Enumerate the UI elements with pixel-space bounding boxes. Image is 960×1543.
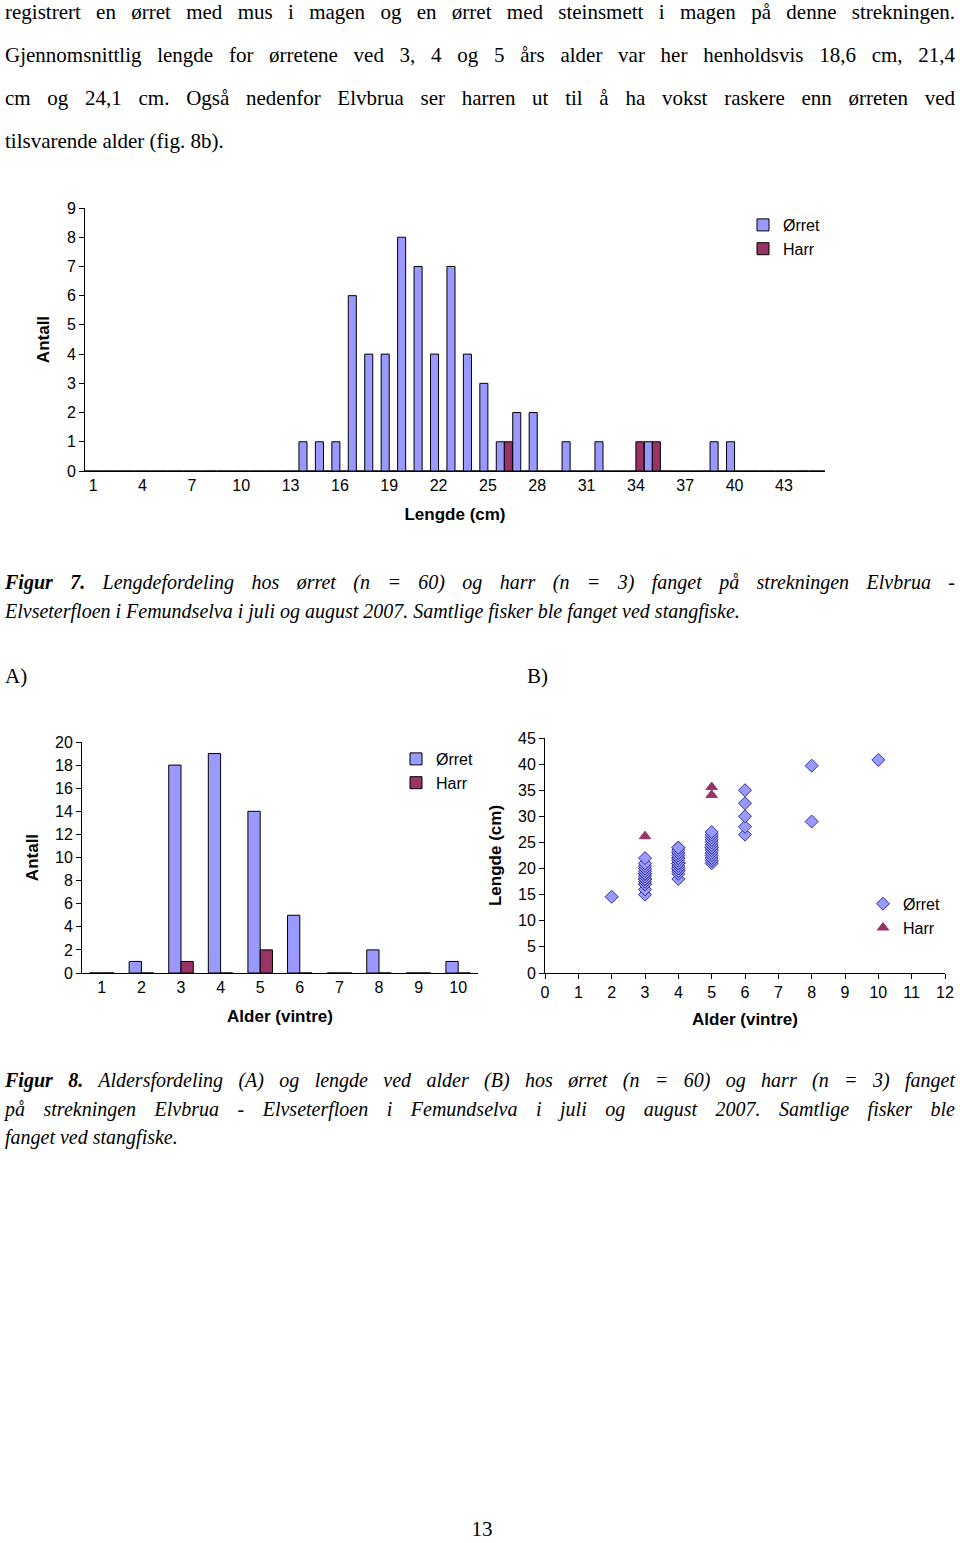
svg-text:7: 7 [335,979,344,996]
svg-text:10: 10 [518,912,536,929]
svg-text:30: 30 [518,808,536,825]
svg-text:34: 34 [627,477,645,494]
svg-text:9: 9 [67,200,76,217]
svg-text:7: 7 [187,477,196,494]
svg-text:22: 22 [430,477,448,494]
svg-text:4: 4 [674,984,683,1001]
svg-text:5: 5 [67,316,76,333]
svg-text:8: 8 [64,872,73,889]
svg-text:Antall: Antall [23,834,42,881]
svg-text:8: 8 [807,984,816,1001]
svg-text:Ørret: Ørret [436,751,473,768]
svg-text:9: 9 [841,984,850,1001]
html-text:Elvseterfloen i Femundselva i: Elvseterfloen i Femundselva i juli og au… [5,599,740,622]
svg-text:15: 15 [518,886,536,903]
html-text:på strekningen Elvbrua - Elvse: på strekningen Elvbrua - Elvseterfloen i… [5,1097,955,1120]
svg-text:20: 20 [518,860,536,877]
svg-text:Harr: Harr [903,920,935,937]
svg-text:Antall: Antall [34,316,53,363]
svg-text:9: 9 [414,979,423,996]
svg-text:Lengde (cm): Lengde (cm) [404,505,505,524]
svg-text:Ørret: Ørret [783,217,820,234]
svg-text:28: 28 [528,477,546,494]
svg-text:1: 1 [574,984,583,1001]
html-text:tilsvarende alder (fig. 8b).: tilsvarende alder (fig. 8b). [5,129,224,153]
svg-text:8: 8 [67,229,76,246]
svg-text:4: 4 [64,918,73,935]
svg-text:4: 4 [138,477,147,494]
svg-text:12: 12 [55,826,73,843]
html-text:Figur 8. Aldersfordeling (A) o: Figur 8. Aldersfordeling (A) og lengde v… [5,1069,955,1091]
svg-text:43: 43 [775,477,793,494]
svg-text:Alder (vintre): Alder (vintre) [227,1007,333,1026]
svg-text:7: 7 [774,984,783,1001]
svg-text:Ørret: Ørret [903,896,940,913]
html-text:Figur 7. Lengdefordeling hos ø: Figur 7. Lengdefordeling hos ørret (n = … [5,571,955,593]
svg-text:16: 16 [55,780,73,797]
svg-text:4: 4 [216,979,225,996]
html-text:fanget ved stangfiske.: fanget ved stangfiske. [5,1126,178,1148]
svg-text:0: 0 [64,965,73,982]
svg-text:5: 5 [527,938,536,955]
svg-text:13: 13 [282,477,300,494]
svg-text:6: 6 [67,287,76,304]
svg-text:5: 5 [707,984,716,1001]
svg-text:35: 35 [518,782,536,799]
svg-text:0: 0 [67,463,76,480]
html-text:B): B) [527,664,548,688]
svg-text:20: 20 [55,734,73,751]
svg-text:2: 2 [607,984,616,1001]
svg-text:5: 5 [256,979,265,996]
svg-text:40: 40 [726,477,744,494]
svg-text:10: 10 [55,849,73,866]
svg-text:14: 14 [55,803,73,820]
svg-text:19: 19 [380,477,398,494]
svg-text:16: 16 [331,477,349,494]
svg-text:18: 18 [55,757,73,774]
svg-text:12: 12 [936,984,954,1001]
svg-text:8: 8 [375,979,384,996]
svg-text:0: 0 [527,965,536,982]
html-text:A): A) [5,664,28,688]
svg-text:25: 25 [479,477,497,494]
svg-text:11: 11 [903,984,920,1001]
svg-text:3: 3 [641,984,650,1001]
svg-text:0: 0 [541,984,550,1001]
svg-text:10: 10 [232,477,250,494]
svg-text:4: 4 [67,346,76,363]
svg-text:25: 25 [518,834,536,851]
svg-text:1: 1 [89,477,98,494]
svg-text:7: 7 [67,258,76,275]
svg-text:Alder (vintre): Alder (vintre) [692,1010,798,1029]
svg-text:6: 6 [741,984,750,1001]
svg-text:10: 10 [869,984,887,1001]
svg-text:6: 6 [295,979,304,996]
svg-text:45: 45 [518,730,536,747]
svg-text:2: 2 [64,942,73,959]
svg-text:Harr: Harr [783,241,815,258]
svg-text:1: 1 [97,979,106,996]
svg-text:10: 10 [449,979,467,996]
svg-text:3: 3 [177,979,186,996]
html-text:13: 13 [471,1517,493,1541]
svg-text:2: 2 [137,979,146,996]
svg-text:6: 6 [64,895,73,912]
html-text:cm og 24,1 cm. Også nedenfor E: cm og 24,1 cm. Også nedenfor Elvbrua ser… [5,86,955,110]
svg-text:1: 1 [67,433,76,450]
svg-text:Harr: Harr [436,775,468,792]
svg-text:40: 40 [518,756,536,773]
html-text:Gjennomsnittlig lengde for ørr: Gjennomsnittlig lengde for ørretene ved … [5,43,955,67]
svg-text:2: 2 [67,404,76,421]
svg-text:37: 37 [676,477,694,494]
svg-text:3: 3 [67,375,76,392]
svg-text:31: 31 [578,477,596,494]
html-text:registrert en ørret med mus i: registrert en ørret med mus i magen og e… [5,0,955,24]
svg-text:Lengde (cm): Lengde (cm) [486,805,505,906]
